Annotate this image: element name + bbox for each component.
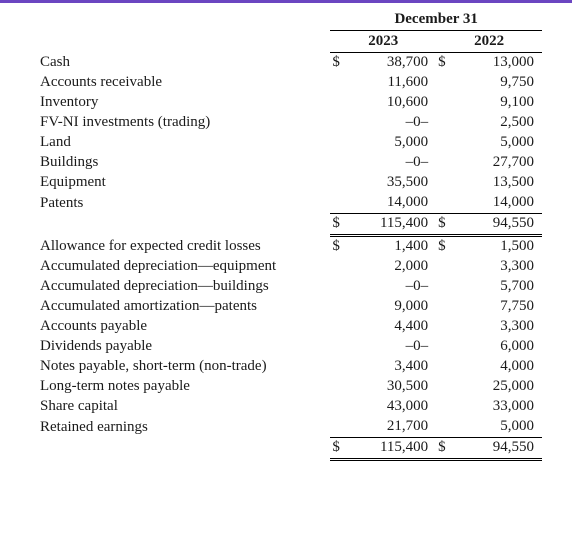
row-label: Long-term notes payable [38, 377, 330, 397]
table-row: Equipment35,500 13,500 [38, 173, 542, 193]
row-label: Notes payable, short-term (non-trade) [38, 357, 330, 377]
row-y1-val: –0– [334, 114, 428, 131]
row-y1-val: –0– [334, 338, 428, 355]
row-y2-val: 6,000 [440, 338, 534, 355]
row-label: Accounts payable [38, 317, 330, 337]
row-y2-val: 13,000 [448, 54, 534, 71]
table-row: Patents14,00014,000 [38, 193, 542, 214]
row-y2-val: 5,700 [440, 278, 534, 295]
table-row: Accumulated amortization—patents9,000 7,7… [38, 297, 542, 317]
row-y1-val: 30,500 [334, 378, 428, 395]
row-y1-val: 5,000 [334, 134, 428, 151]
row-y2-val: 9,750 [440, 74, 534, 91]
table-row: Buildings–0– 27,700 [38, 153, 542, 173]
row-label: Inventory [38, 93, 330, 113]
row-y2-val: 3,300 [440, 318, 534, 335]
row-y1-val: 1,400 [342, 238, 428, 255]
total1-y2-val: 94,550 [448, 215, 534, 232]
row-y2-val: 5,000 [440, 418, 534, 435]
row-y1-val: –0– [334, 278, 428, 295]
row-y2-cur: $ [438, 238, 448, 255]
row-label: Dividends payable [38, 337, 330, 357]
row-label: Accumulated depreciation—equipment [38, 257, 330, 277]
row-y2-val: 33,000 [440, 398, 534, 415]
row-label: Land [38, 133, 330, 153]
row-label: Cash [38, 52, 330, 73]
table-row: Inventory10,600 9,100 [38, 93, 542, 113]
row-y2-val: 27,700 [440, 154, 534, 171]
row-y2-val: 1,500 [448, 238, 534, 255]
row-y2-val: 25,000 [440, 378, 534, 395]
row-label: Accumulated depreciation—buildings [38, 277, 330, 297]
table-row: Accumulated depreciation—buildings–0– 5,7… [38, 277, 542, 297]
table-row: Dividends payable–0– 6,000 [38, 337, 542, 357]
row-y2-val: 4,000 [440, 358, 534, 375]
row-y1-cur: $ [332, 238, 342, 255]
table-row: Cash$38,700$13,000 [38, 52, 542, 73]
row-y2-val: 2,500 [440, 114, 534, 131]
row-y1-val: 35,500 [334, 174, 428, 191]
row-label: Retained earnings [38, 417, 330, 438]
total1-y1-val: 115,400 [342, 215, 428, 232]
table-row: FV-NI investments (trading)–0– 2,500 [38, 113, 542, 133]
total1-y2-cur: $ [438, 215, 448, 232]
row-y1-val: 43,000 [334, 398, 428, 415]
row-label: Patents [38, 193, 330, 214]
row-label: Accounts receivable [38, 73, 330, 93]
header-period: December 31 [330, 9, 542, 30]
row-y1-val: 14,000 [334, 194, 428, 211]
table-row: Share capital43,000 33,000 [38, 397, 542, 417]
row-y2-val: 3,300 [440, 258, 534, 275]
row-y2-val: 13,500 [440, 174, 534, 191]
row-label: Equipment [38, 173, 330, 193]
row-y2-val: 5,000 [440, 134, 534, 151]
header-year-2: 2022 [436, 30, 542, 52]
row-y2-val: 7,750 [440, 298, 534, 315]
row-label: FV-NI investments (trading) [38, 113, 330, 133]
total2-y1-cur: $ [332, 439, 342, 456]
table-row: Allowance for expected credit losses$1,4… [38, 235, 542, 257]
total2-y2-cur: $ [438, 439, 448, 456]
table-row: Notes payable, short-term (non-trade)3,4… [38, 357, 542, 377]
row-y2-cur: $ [438, 54, 448, 71]
table-row: Retained earnings21,700 5,000 [38, 417, 542, 438]
section1-total-row: $115,400 $94,550 [38, 213, 542, 235]
table-row: Accumulated depreciation—equipment2,000 3… [38, 257, 542, 277]
row-y1-cur: $ [332, 54, 342, 71]
balance-sheet-table: December 31 2023 2022 Cash$38,700$13,000… [0, 3, 572, 481]
row-y1-val: –0– [334, 154, 428, 171]
total2-y1-val: 115,400 [342, 439, 428, 456]
row-y1-val: 38,700 [342, 54, 428, 71]
table-row: Long-term notes payable30,500 25,000 [38, 377, 542, 397]
row-label: Share capital [38, 397, 330, 417]
row-y1-val: 10,600 [334, 94, 428, 111]
table-row: Accounts receivable11,600 9,750 [38, 73, 542, 93]
row-y2-val: 9,100 [440, 94, 534, 111]
total2-y2-val: 94,550 [448, 439, 534, 456]
row-y1-val: 3,400 [334, 358, 428, 375]
row-y1-val: 2,000 [334, 258, 428, 275]
row-y1-val: 11,600 [334, 74, 428, 91]
total1-y1-cur: $ [332, 215, 342, 232]
table-row: Land5,0005,000 [38, 133, 542, 153]
section2-total-row: $115,400 $94,550 [38, 437, 542, 459]
row-y1-val: 9,000 [334, 298, 428, 315]
row-y1-val: 4,400 [334, 318, 428, 335]
row-label: Accumulated amortization—patents [38, 297, 330, 317]
row-y2-val: 14,000 [440, 194, 534, 211]
row-y1-val: 21,700 [334, 418, 428, 435]
table-row: Accounts payable4,400 3,300 [38, 317, 542, 337]
row-label: Allowance for expected credit losses [38, 235, 330, 257]
row-label: Buildings [38, 153, 330, 173]
header-year-1: 2023 [330, 30, 436, 52]
